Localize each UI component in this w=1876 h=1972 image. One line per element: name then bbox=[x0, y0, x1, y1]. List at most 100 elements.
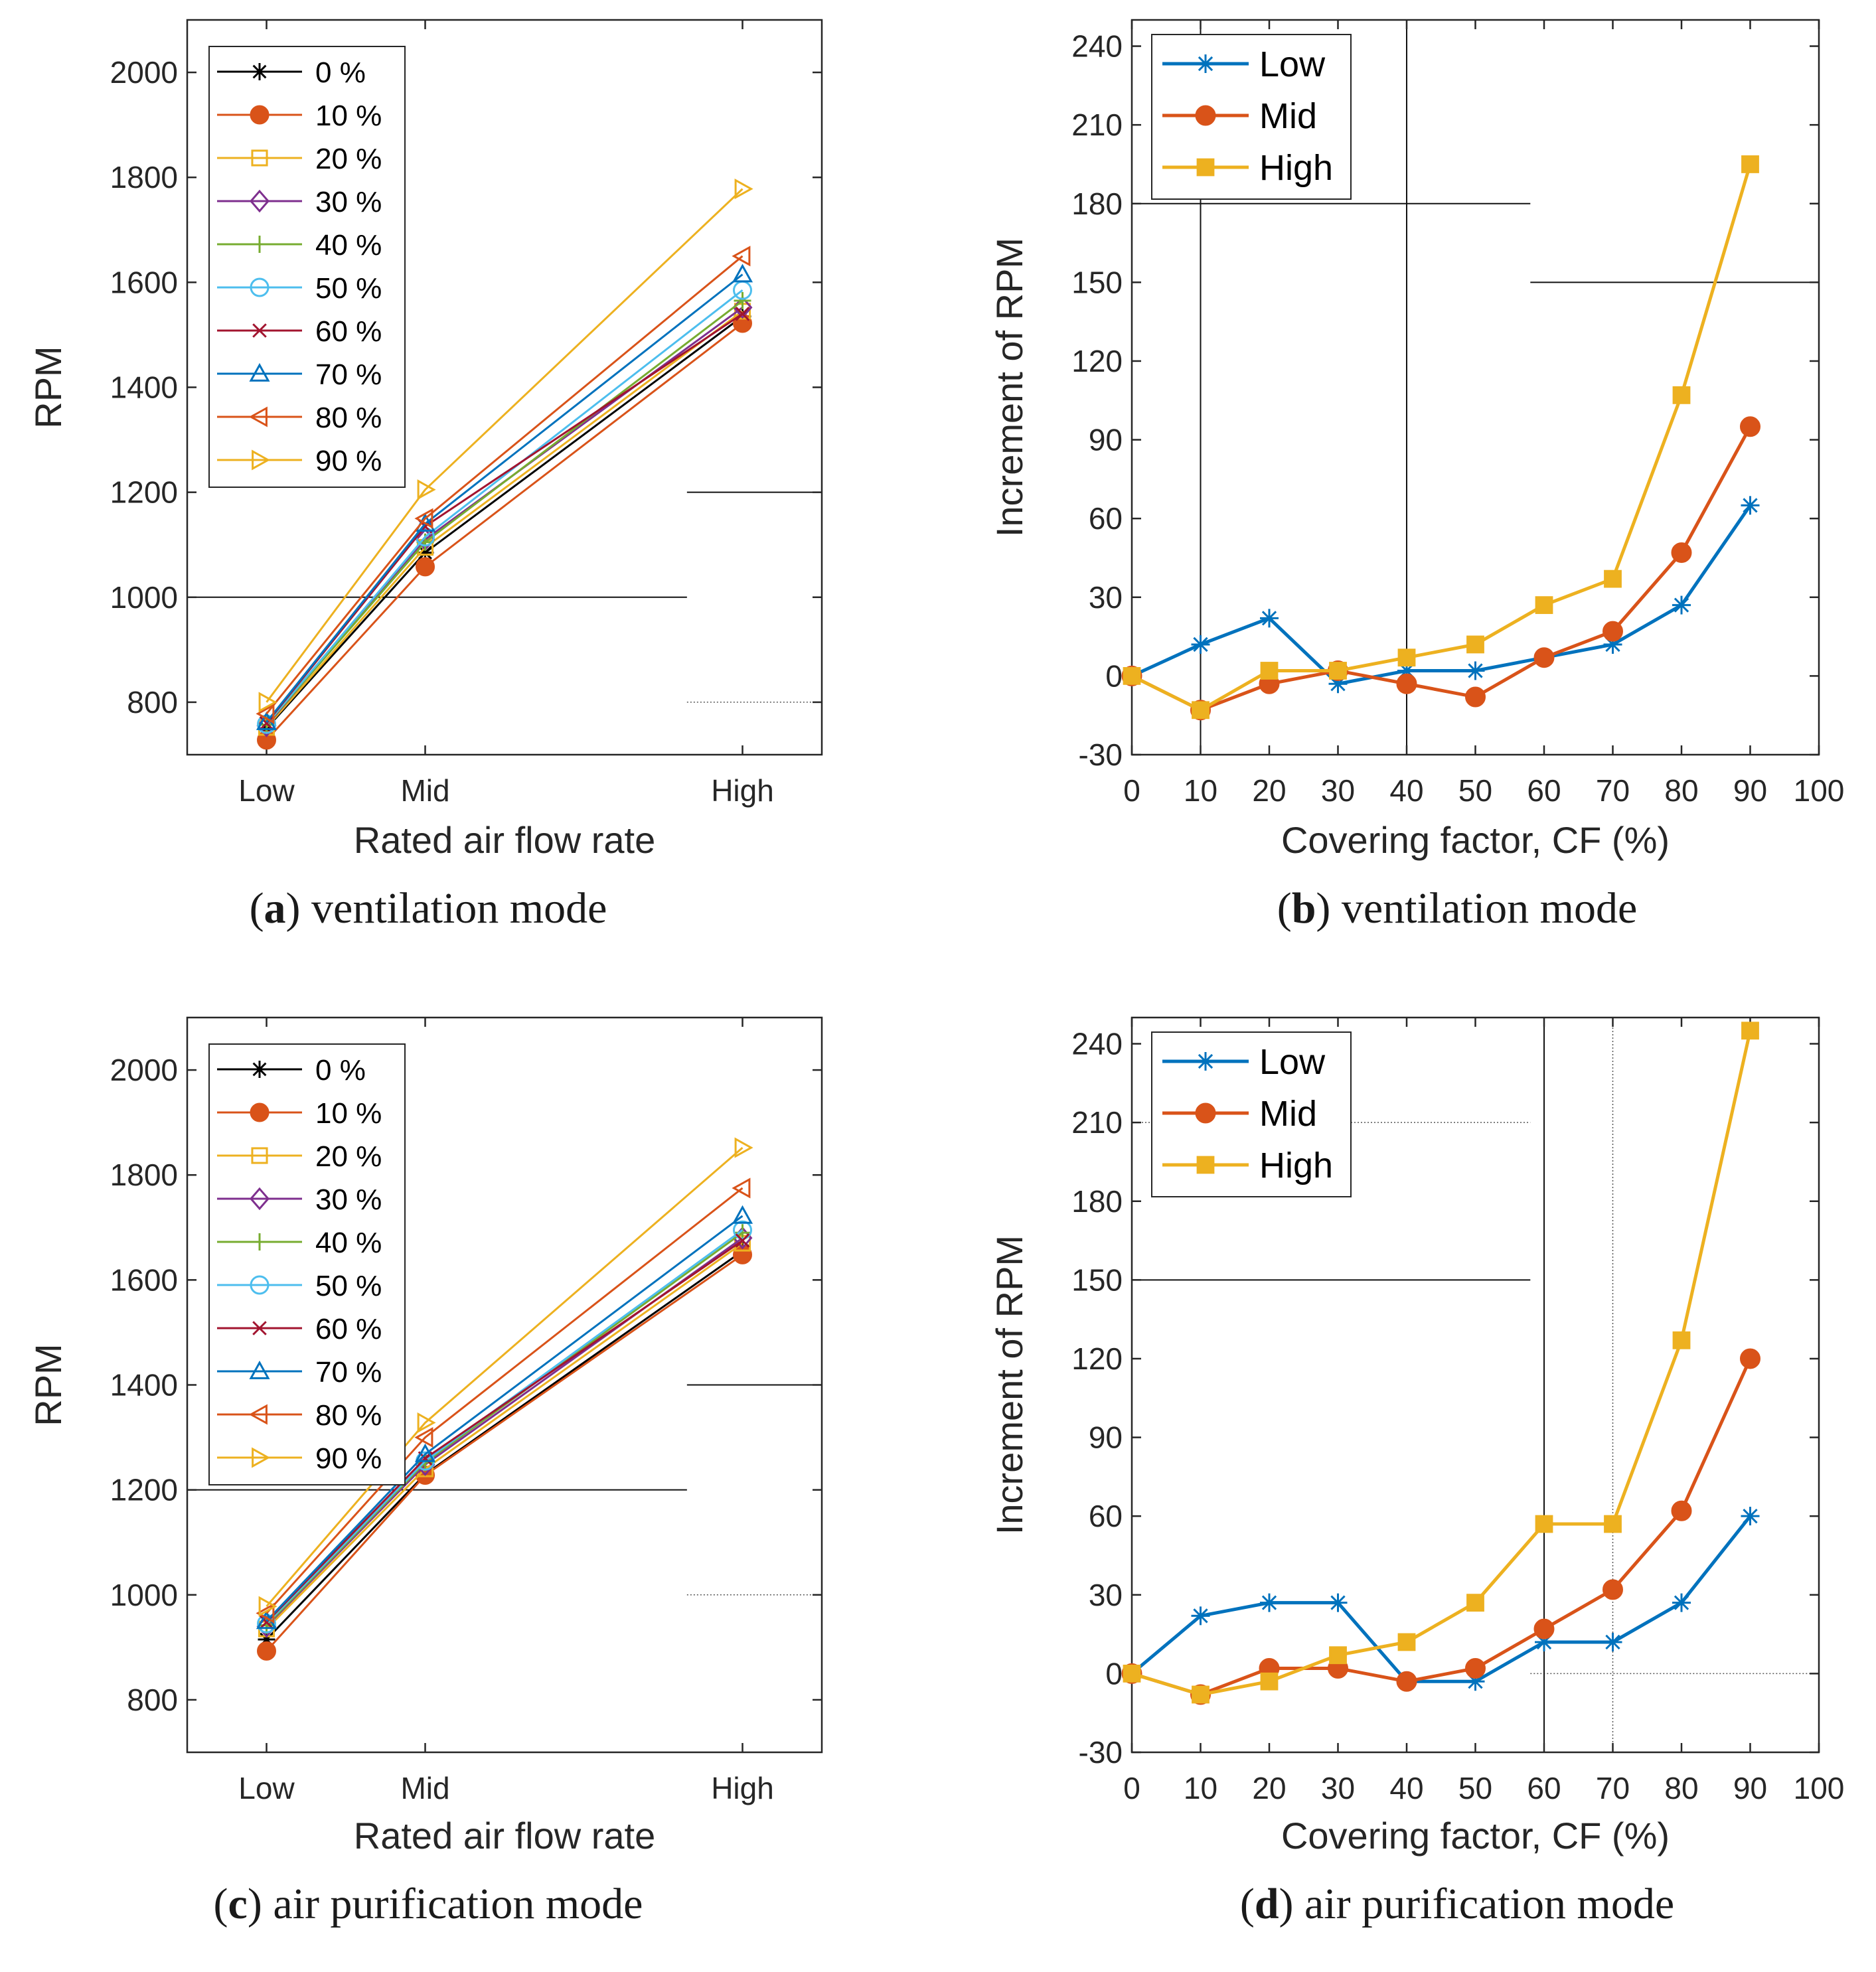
legend-label: 30 % bbox=[315, 186, 382, 218]
series-line bbox=[266, 188, 743, 703]
data-point bbox=[1397, 1633, 1416, 1651]
series-90 bbox=[258, 1137, 753, 1617]
data-point bbox=[1260, 1672, 1279, 1691]
legend-marker bbox=[251, 1147, 268, 1164]
data-point bbox=[256, 703, 275, 724]
series-90 bbox=[258, 179, 753, 713]
panel-c: 800 1000 1200 1400 1600 1800 2000 Low Mid High Rat… bbox=[27, 1016, 823, 1928]
legend-label: 60 % bbox=[315, 1313, 382, 1345]
legend-box bbox=[208, 1043, 406, 1485]
legend: 0 % 10 % 20 % 30 % 40 % 50 % 60 % 70 % 80 % 90 % bbox=[208, 1043, 406, 1485]
panel-a: 800 1000 1200 1400 1600 1800 2000 Low Mid High Rat… bbox=[27, 19, 823, 933]
x-tick-label: 30 bbox=[1321, 773, 1355, 808]
x-tick-label: 0 bbox=[1123, 773, 1140, 808]
legend-label: 80 % bbox=[315, 1399, 382, 1432]
data-point bbox=[259, 716, 274, 731]
x-tick-label: Low bbox=[238, 1771, 295, 1805]
y-tick-label: 1000 bbox=[110, 1578, 178, 1612]
legend-marker bbox=[251, 236, 268, 253]
legend-marker bbox=[1196, 158, 1215, 177]
x-tick-label: 70 bbox=[1596, 1771, 1630, 1805]
data-point bbox=[1741, 496, 1760, 515]
y-tick-label: 2000 bbox=[110, 55, 178, 90]
x-tick-label: 80 bbox=[1664, 773, 1698, 808]
data-point bbox=[1741, 155, 1759, 173]
x-tick-label: 100 bbox=[1794, 773, 1845, 808]
x-tick-label: 40 bbox=[1389, 1771, 1423, 1805]
legend-marker bbox=[250, 277, 270, 297]
caption-text: ventilation mode bbox=[311, 884, 607, 933]
x-tick-label: 40 bbox=[1389, 773, 1423, 808]
data-point bbox=[257, 714, 276, 734]
legend-label: 50 % bbox=[315, 272, 382, 305]
y-tick-label: 30 bbox=[1089, 1578, 1123, 1612]
data-point bbox=[1602, 621, 1623, 642]
x-axis-label: Covering factor, CF (%) bbox=[1281, 819, 1670, 861]
panel-caption: (b) ventilation mode bbox=[1277, 884, 1638, 933]
data-point bbox=[414, 1427, 433, 1448]
y-tick-label: 150 bbox=[1071, 265, 1123, 299]
legend-marker bbox=[1196, 54, 1215, 73]
x-tick-label: Mid bbox=[400, 1771, 449, 1805]
x-tick-label: 20 bbox=[1252, 1771, 1286, 1805]
y-tick-label: 1400 bbox=[110, 1368, 178, 1403]
data-point bbox=[1672, 595, 1691, 615]
legend: 0 % 10 % 20 % 30 % 40 % 50 % 60 % 70 % 80 % 90 % bbox=[208, 46, 406, 488]
data-point bbox=[258, 1631, 275, 1648]
legend-label: Mid bbox=[1259, 1094, 1317, 1134]
data-point bbox=[734, 292, 751, 310]
data-point bbox=[416, 557, 435, 577]
legend-marker bbox=[249, 1360, 270, 1379]
data-point bbox=[1123, 666, 1141, 685]
data-point bbox=[1535, 1515, 1553, 1533]
x-tick-label: 50 bbox=[1458, 1771, 1492, 1805]
caption-text: air purification mode bbox=[273, 1880, 643, 1928]
data-point bbox=[1672, 1593, 1691, 1612]
legend-label: 70 % bbox=[315, 358, 382, 391]
y-tick-label: 1000 bbox=[110, 580, 178, 615]
series-80 bbox=[256, 1177, 751, 1624]
y-tick-label: 90 bbox=[1089, 423, 1123, 457]
data-point bbox=[258, 692, 277, 713]
y-tick-label: 0 bbox=[1105, 1656, 1123, 1691]
data-point bbox=[735, 306, 750, 321]
y-tick-label: 1200 bbox=[110, 475, 178, 510]
caption-letter: d bbox=[1255, 1880, 1279, 1928]
y-tick-label: -30 bbox=[1079, 737, 1123, 772]
data-point bbox=[256, 1602, 275, 1624]
data-point bbox=[1329, 1646, 1347, 1665]
series-line bbox=[1131, 1357, 1752, 1697]
data-point bbox=[1671, 542, 1692, 564]
series-line bbox=[1131, 1515, 1752, 1683]
x-tick-label: High bbox=[711, 773, 774, 808]
series-line bbox=[1131, 425, 1752, 712]
data-point bbox=[1672, 1331, 1691, 1349]
data-point bbox=[1740, 1348, 1760, 1369]
panel-caption: (d) air purification mode bbox=[1240, 1880, 1674, 1928]
data-point bbox=[1192, 701, 1210, 720]
legend: Low Mid High bbox=[1151, 1031, 1352, 1197]
legend-marker bbox=[1195, 1102, 1216, 1124]
series-line bbox=[1131, 1030, 1752, 1697]
x-tick-label: 10 bbox=[1184, 773, 1217, 808]
data-point bbox=[1603, 1632, 1622, 1651]
data-point bbox=[257, 1614, 276, 1633]
series-line bbox=[1131, 504, 1752, 686]
caption-text: air purification mode bbox=[1304, 1880, 1674, 1928]
legend-label: 20 % bbox=[315, 1140, 382, 1173]
legend-marker bbox=[250, 1187, 270, 1211]
legend-label: 90 % bbox=[315, 1442, 382, 1475]
y-tick-label: 240 bbox=[1071, 29, 1123, 64]
data-point bbox=[734, 179, 753, 200]
x-tick-label: Low bbox=[238, 773, 295, 808]
legend: Low Mid High bbox=[1151, 34, 1352, 200]
caption-letter: b bbox=[1292, 884, 1316, 933]
data-point bbox=[1603, 635, 1622, 654]
legend-label: 10 % bbox=[315, 100, 382, 132]
legend-label: High bbox=[1259, 1146, 1333, 1185]
x-tick-label: 50 bbox=[1458, 773, 1492, 808]
legend-marker bbox=[252, 449, 271, 471]
series-high bbox=[1123, 155, 1759, 720]
x-axis-label: Rated air flow rate bbox=[354, 819, 655, 861]
